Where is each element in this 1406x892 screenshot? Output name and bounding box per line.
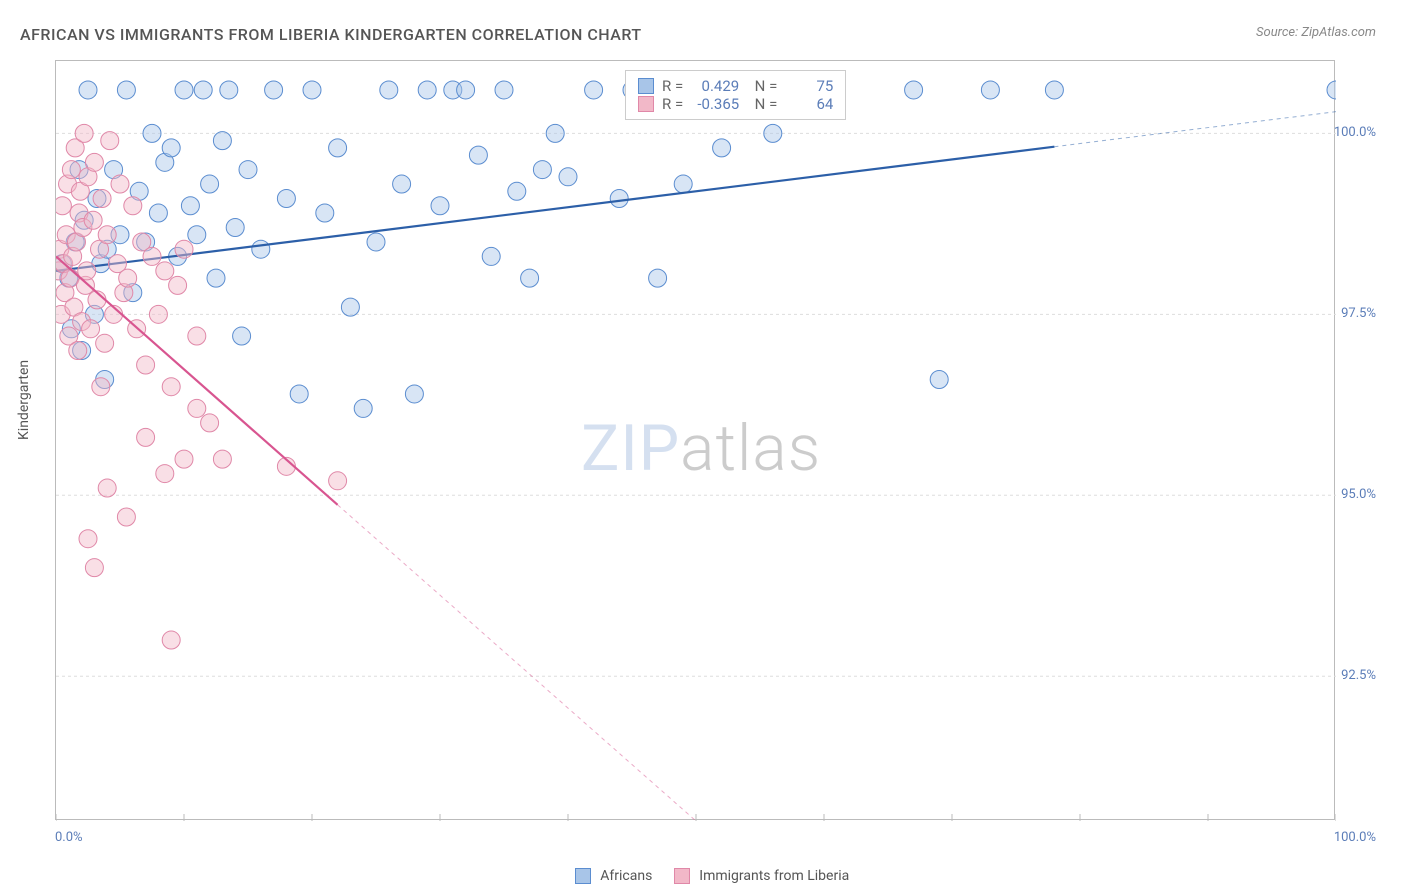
legend-swatch-liberia: [674, 868, 690, 884]
n-label: N =: [747, 77, 777, 95]
y-tick-label: 95.0%: [1341, 487, 1376, 502]
y-tick-label: 100.0%: [1334, 125, 1376, 140]
legend-label-liberia: Immigrants from Liberia: [699, 868, 849, 884]
y-tick-label: 97.5%: [1341, 306, 1376, 321]
source-attribution: Source: ZipAtlas.com: [1256, 25, 1376, 40]
x-tick-min: 0.0%: [55, 830, 83, 845]
y-tick-label: 92.5%: [1341, 668, 1376, 683]
n-value-liberia: 64: [785, 95, 833, 113]
r-label: R =: [662, 77, 683, 95]
stats-row-liberia: R = -0.365 N = 64: [638, 95, 833, 113]
r-label: R =: [662, 95, 683, 113]
stats-row-africans: R = 0.429 N = 75: [638, 77, 833, 95]
chart-title: AFRICAN VS IMMIGRANTS FROM LIBERIA KINDE…: [20, 25, 642, 44]
correlation-stats-box: R = 0.429 N = 75 R = -0.365 N = 64: [625, 70, 846, 120]
r-value-africans: 0.429: [691, 77, 739, 95]
x-tick-max: 100.0%: [1334, 830, 1376, 845]
legend-label-africans: Africans: [600, 868, 652, 884]
r-value-liberia: -0.365: [691, 95, 739, 113]
swatch-liberia: [638, 96, 654, 112]
scatter-plot-svg: [56, 61, 1336, 821]
series-legend: Africans Immigrants from Liberia: [0, 868, 1406, 884]
n-label: N =: [747, 95, 777, 113]
n-value-africans: 75: [785, 77, 833, 95]
swatch-africans: [638, 78, 654, 94]
legend-swatch-africans: [575, 868, 591, 884]
y-axis-label: Kindergarten: [16, 360, 32, 440]
chart-plot-area: ZIPatlas: [55, 60, 1335, 820]
